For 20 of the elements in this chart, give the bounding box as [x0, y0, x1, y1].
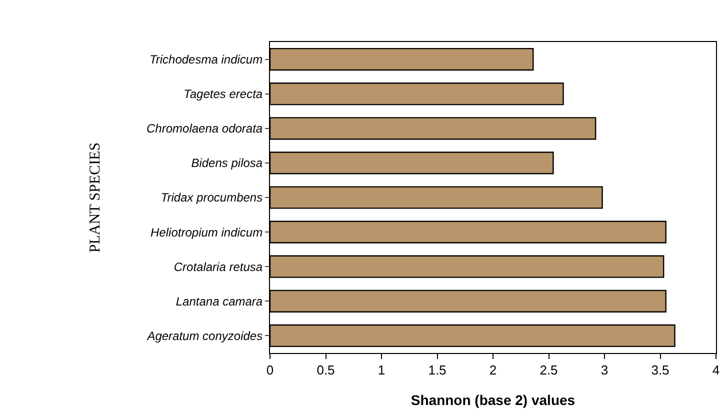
y-tick-label: Lantana camara	[176, 294, 263, 308]
y-tick-label: Chromolaena odorata	[146, 122, 263, 136]
x-tick-label: 0	[266, 362, 274, 378]
x-tick-label: 3.5	[651, 362, 670, 378]
y-tick-label: Heliotropium indicum	[150, 225, 263, 240]
x-tick-label: 2.5	[540, 362, 558, 378]
y-tick-label: Trichodesma indicum	[149, 52, 263, 66]
y-tick-label: Ageratum conyzoides	[146, 328, 263, 343]
y-tick-label: Bidens pilosa	[191, 156, 263, 170]
x-tick-label: 3	[600, 362, 608, 378]
x-tick-label: 0.5	[316, 362, 335, 378]
x-axis-title: Shannon (base 2) values	[410, 392, 576, 408]
y-tick-label: Tagetes erecta	[184, 87, 263, 102]
y-tick-label: Tridax procumbens	[160, 190, 263, 205]
x-tick-label: 4	[712, 362, 720, 378]
x-tick-label: 1	[378, 362, 386, 378]
x-tick-label: 2	[489, 362, 497, 378]
y-axis-title: PLANT SPECIES	[87, 142, 104, 253]
x-tick-label: 1.5	[428, 362, 446, 378]
y-tick-label: Crotalaria retusa	[174, 260, 263, 274]
